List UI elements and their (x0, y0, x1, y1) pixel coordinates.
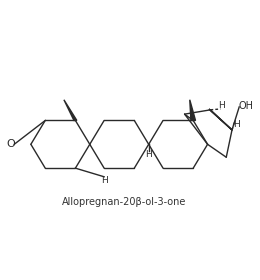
Text: H: H (219, 101, 225, 110)
Text: H: H (101, 176, 108, 185)
Text: H: H (145, 150, 152, 159)
Text: OH: OH (239, 101, 254, 111)
Text: Allopregnan-20β-ol-3-one: Allopregnan-20β-ol-3-one (62, 197, 186, 207)
Polygon shape (64, 100, 77, 120)
Text: O: O (6, 139, 15, 149)
Polygon shape (209, 109, 232, 130)
Polygon shape (190, 100, 196, 120)
Text: H: H (233, 120, 240, 129)
